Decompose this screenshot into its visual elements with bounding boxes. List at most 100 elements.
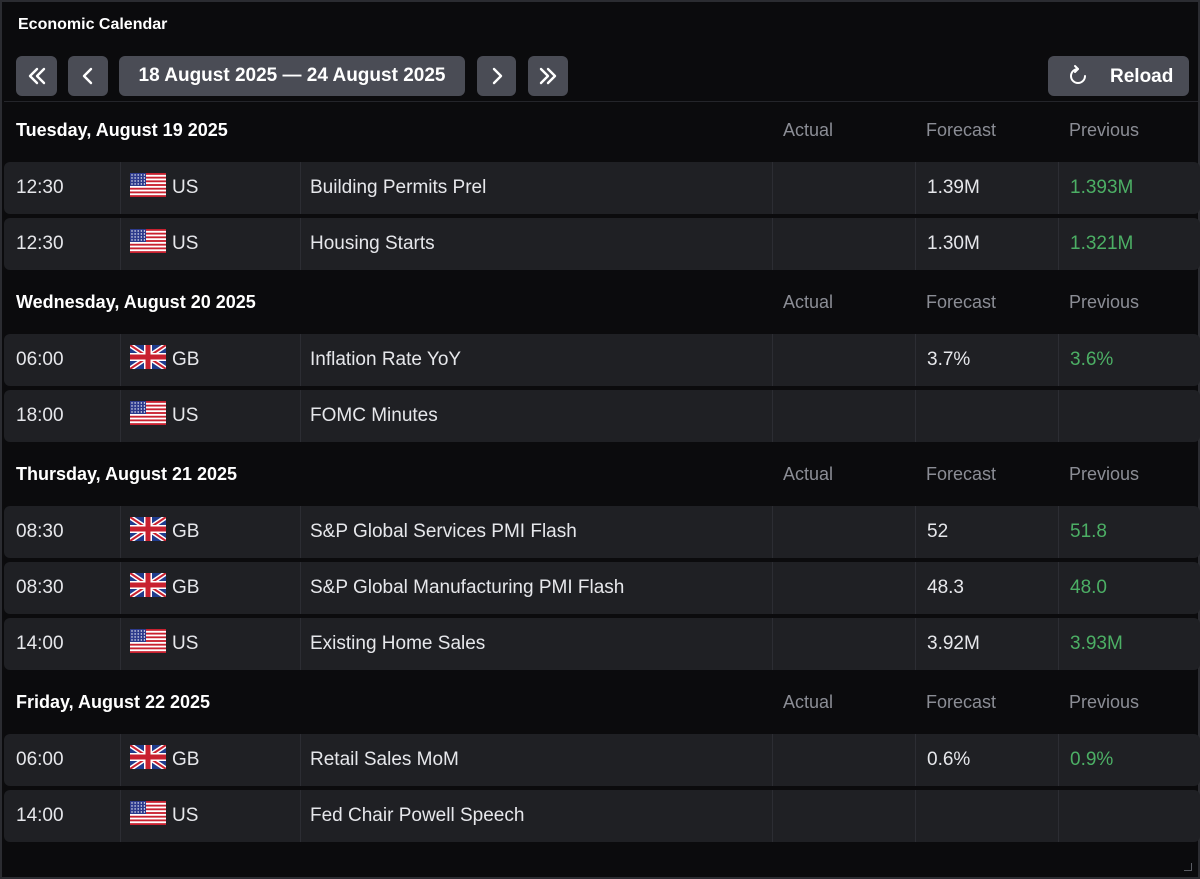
column-header-actual: Actual	[783, 120, 834, 140]
country-code: GB	[172, 577, 200, 598]
day-label: Wednesday, August 20 2025	[16, 292, 256, 312]
double-chevron-right-icon	[539, 67, 557, 85]
cell-divider	[1058, 506, 1059, 558]
next-week-button[interactable]	[477, 56, 516, 96]
event-forecast: 52	[927, 521, 949, 542]
event-row[interactable]: 14:00 US Existing Home Sales 3.92M 3.93M	[4, 618, 1200, 670]
cell-divider	[300, 218, 301, 270]
toolbar: 18 August 2025 — 24 August 2025 Reload	[2, 56, 1198, 96]
toolbar-divider	[4, 101, 1198, 102]
column-header-previous: Previous	[1069, 692, 1140, 712]
cell-divider	[915, 506, 916, 558]
cell-divider	[915, 562, 916, 614]
event-country: US	[130, 390, 198, 442]
event-row[interactable]: 12:30 US Housing Starts 1.30M 1.321M	[4, 218, 1200, 270]
day-header: Wednesday, August 20 2025 Actual Forecas…	[2, 274, 1198, 332]
cell-divider	[120, 734, 121, 786]
resize-grip[interactable]	[1184, 863, 1192, 871]
cell-divider	[915, 334, 916, 386]
first-week-button[interactable]	[16, 56, 57, 96]
cell-divider	[1058, 162, 1059, 214]
event-name: Housing Starts	[310, 233, 435, 254]
event-name: Building Permits Prel	[310, 177, 487, 198]
country-code: GB	[172, 749, 200, 770]
cell-divider	[120, 390, 121, 442]
event-name: Fed Chair Powell Speech	[310, 805, 525, 826]
event-name: S&P Global Manufacturing PMI Flash	[310, 577, 625, 598]
cell-divider	[915, 734, 916, 786]
event-time: 12:30	[16, 177, 64, 198]
event-time: 06:00	[16, 749, 64, 770]
event-country: GB	[128, 562, 200, 614]
event-forecast: 0.6%	[927, 749, 971, 770]
day-header: Thursday, August 21 2025 Actual Forecast…	[2, 446, 1198, 504]
event-row[interactable]: 06:00 GB Inflation Rate YoY 3.7% 3.6%	[4, 334, 1200, 386]
cell-divider	[1058, 734, 1059, 786]
cell-divider	[772, 218, 773, 270]
event-row[interactable]: 18:00 US FOMC Minutes	[4, 390, 1200, 442]
column-header-forecast: Forecast	[926, 464, 997, 484]
event-forecast: 1.30M	[927, 233, 980, 254]
cell-divider	[120, 162, 121, 214]
event-time: 18:00	[16, 405, 64, 426]
cell-divider	[772, 790, 773, 842]
cell-divider	[120, 790, 121, 842]
column-header-forecast: Forecast	[926, 692, 997, 712]
cell-divider	[300, 506, 301, 558]
us-flag-icon	[130, 401, 166, 431]
event-previous: 0.9%	[1070, 749, 1114, 770]
double-chevron-left-icon	[28, 67, 45, 85]
gb-flag-icon	[128, 570, 168, 603]
column-header-actual: Actual	[783, 292, 834, 312]
column-header-previous: Previous	[1069, 464, 1140, 484]
country-code: US	[172, 805, 199, 826]
event-row[interactable]: 14:00 US Fed Chair Powell Speech	[4, 790, 1200, 842]
day-header: Friday, August 22 2025 Actual Forecast P…	[2, 674, 1198, 732]
cell-divider	[772, 162, 773, 214]
last-week-button[interactable]	[528, 56, 568, 96]
event-forecast: 1.39M	[927, 177, 980, 198]
event-row[interactable]: 06:00 GB Retail Sales MoM 0.6% 0.9%	[4, 734, 1200, 786]
country-code: US	[172, 177, 199, 198]
cell-divider	[772, 334, 773, 386]
cell-divider	[915, 790, 916, 842]
column-header-actual: Actual	[783, 464, 834, 484]
previous-week-button[interactable]	[68, 56, 108, 96]
event-name: Existing Home Sales	[310, 633, 486, 654]
cell-divider	[1058, 390, 1059, 442]
event-row[interactable]: 08:30 GB S&P Global Manufacturing PMI Fl…	[4, 562, 1200, 614]
cell-divider	[915, 390, 916, 442]
reload-button[interactable]: Reload	[1048, 56, 1189, 96]
column-header-forecast: Forecast	[926, 292, 997, 312]
date-range-label[interactable]: 18 August 2025 — 24 August 2025	[119, 56, 465, 96]
us-flag-icon	[130, 173, 166, 203]
cell-divider	[300, 562, 301, 614]
gb-flag-icon	[128, 514, 168, 547]
window-title: Economic Calendar	[18, 16, 168, 33]
gb-flag-icon	[128, 342, 168, 375]
event-forecast: 3.92M	[927, 633, 980, 654]
cell-divider	[772, 618, 773, 670]
event-time: 14:00	[16, 633, 64, 654]
column-header-actual: Actual	[783, 692, 834, 712]
cell-divider	[300, 390, 301, 442]
country-code: US	[172, 405, 199, 426]
cell-divider	[300, 334, 301, 386]
event-name: S&P Global Services PMI Flash	[310, 521, 577, 542]
event-country: GB	[128, 334, 199, 386]
event-country: GB	[128, 734, 200, 786]
event-time: 08:30	[16, 521, 64, 542]
column-header-previous: Previous	[1069, 292, 1140, 312]
event-previous: 1.321M	[1070, 233, 1134, 254]
cell-divider	[300, 790, 301, 842]
us-flag-icon	[130, 801, 166, 831]
refresh-icon	[1070, 65, 1086, 84]
day-label: Friday, August 22 2025	[16, 692, 211, 712]
event-name: Inflation Rate YoY	[310, 349, 462, 370]
event-row[interactable]: 12:30 US Building Permits Prel 1.39M 1.3…	[4, 162, 1200, 214]
calendar-list: Tuesday, August 19 2025 Actual Forecast …	[2, 102, 1200, 846]
event-row[interactable]: 08:30 GB S&P Global Services PMI Flash 5…	[4, 506, 1200, 558]
event-time: 14:00	[16, 805, 64, 826]
cell-divider	[120, 618, 121, 670]
